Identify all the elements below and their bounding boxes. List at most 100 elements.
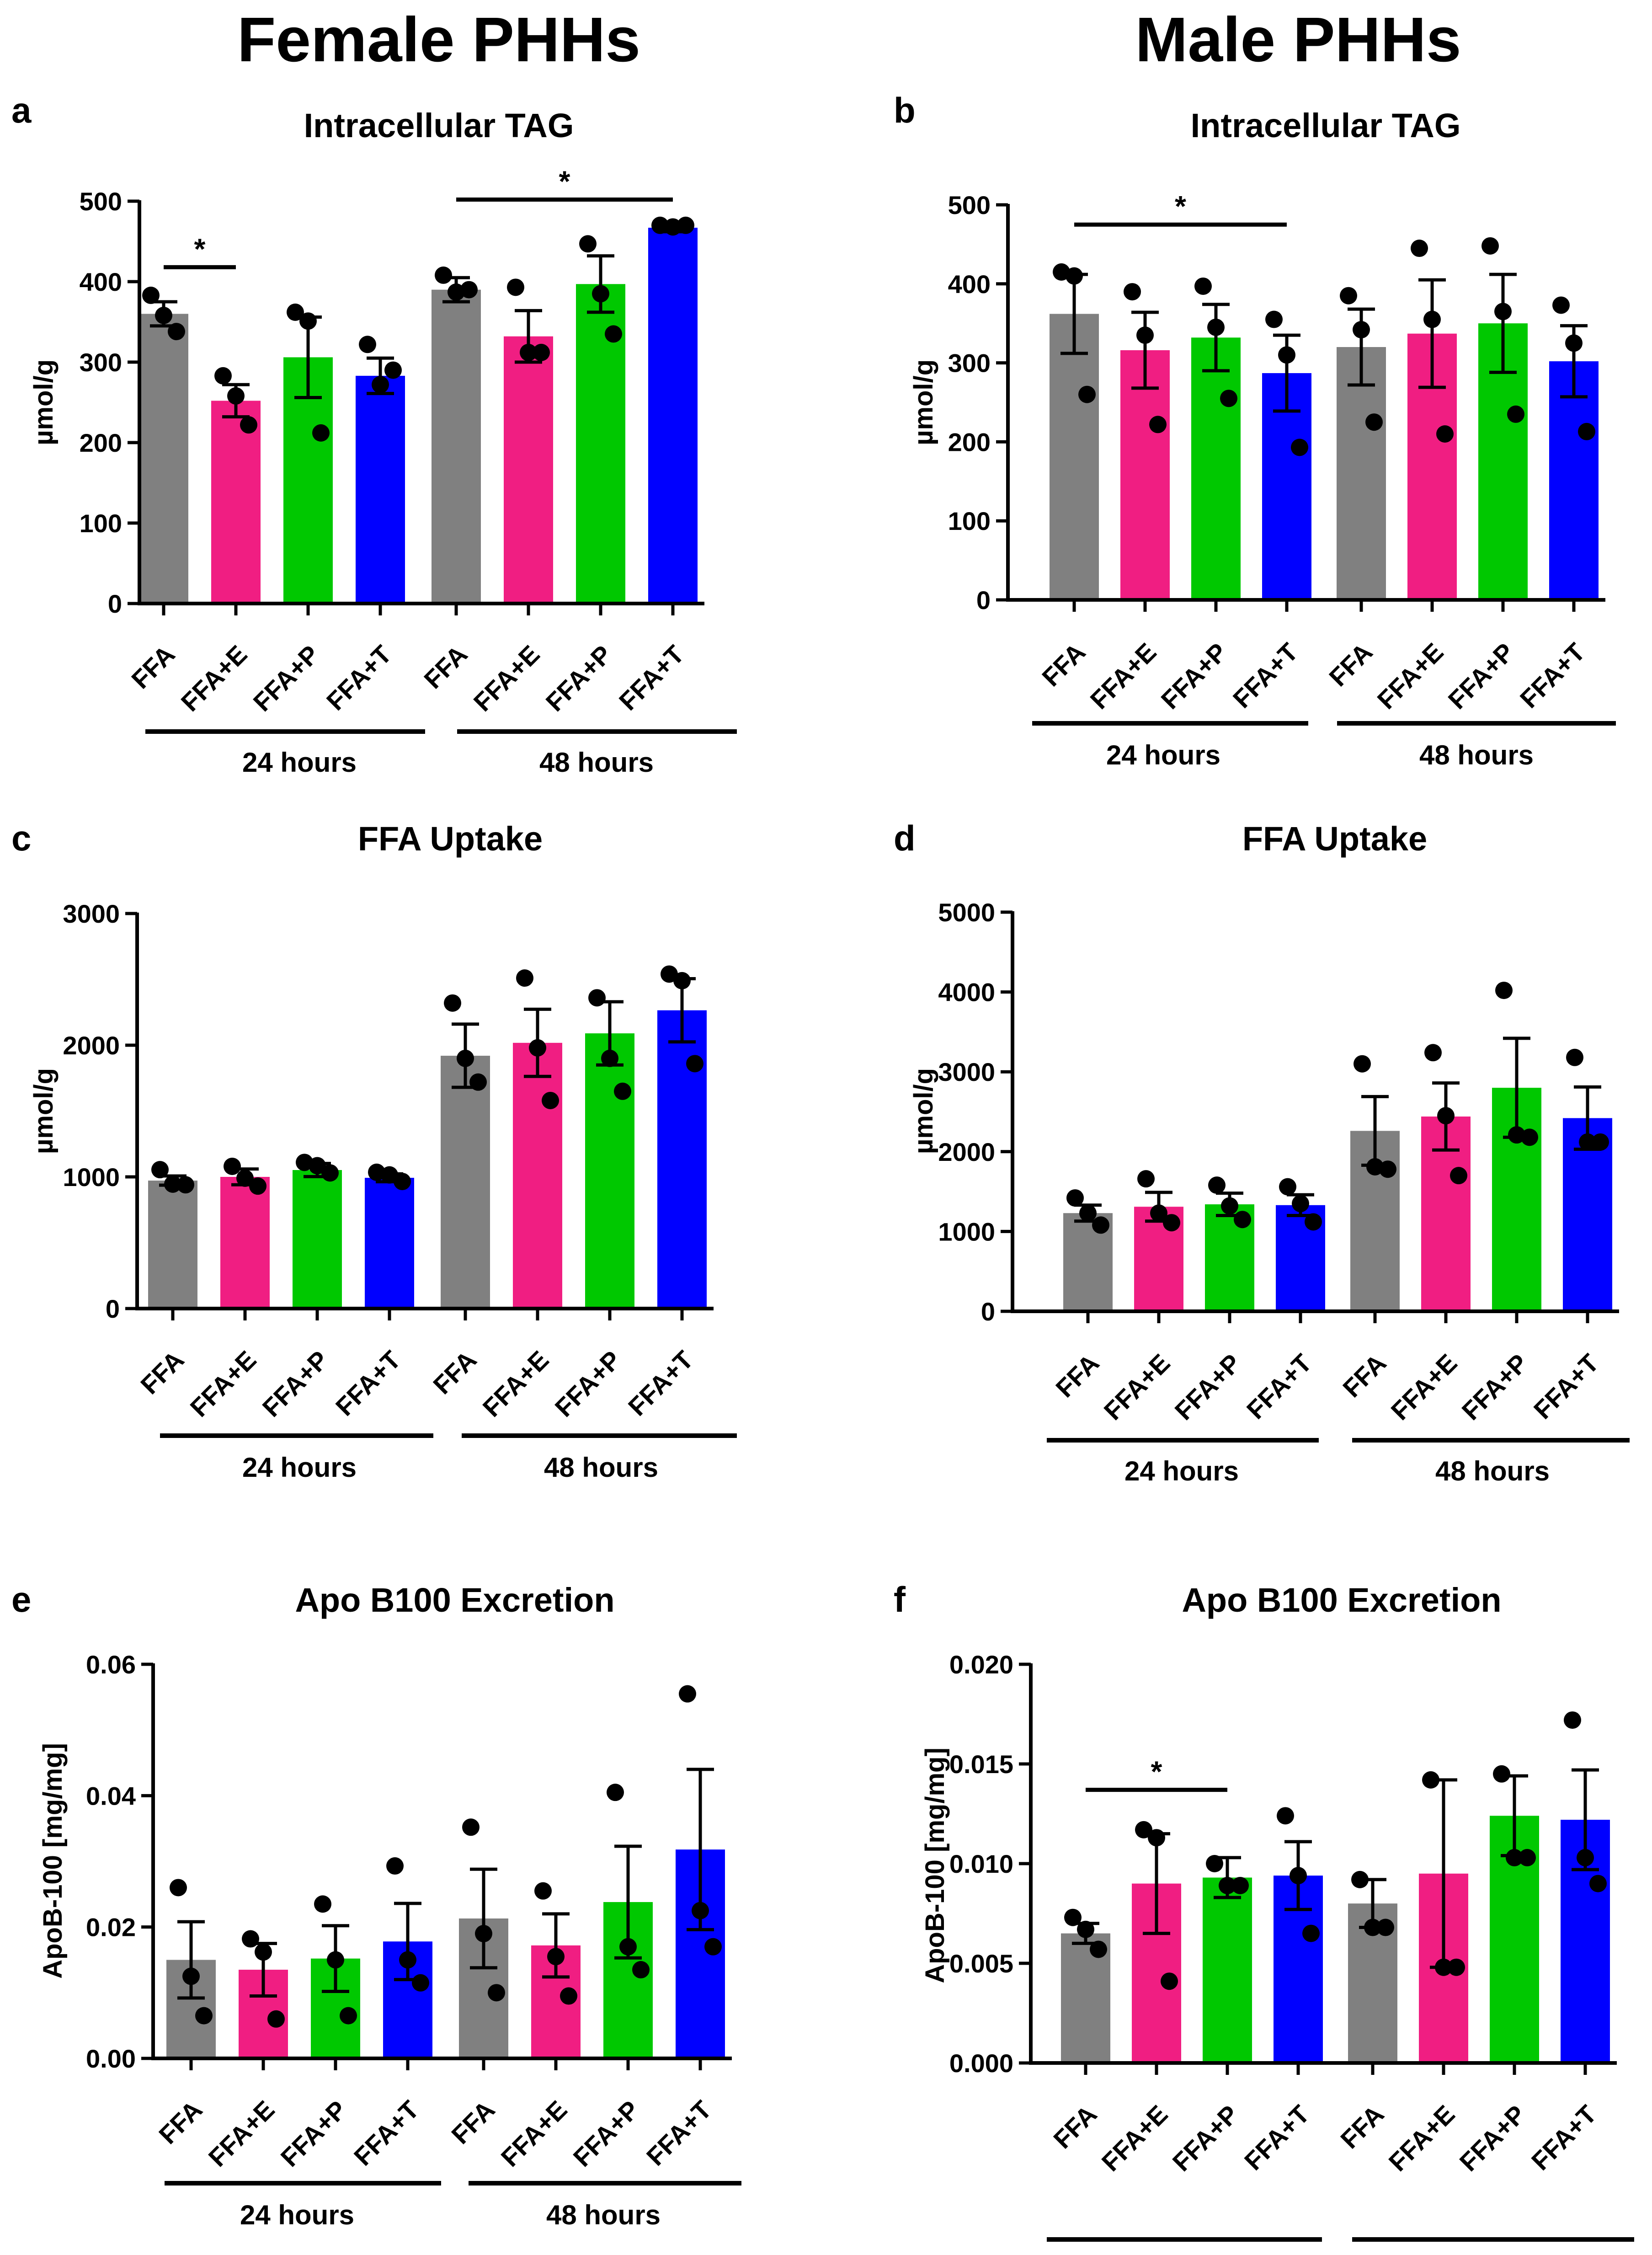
data-point bbox=[1194, 277, 1212, 295]
bar bbox=[356, 375, 405, 604]
data-point bbox=[359, 336, 376, 353]
data-point bbox=[1519, 1849, 1536, 1866]
y-tick-label: 0.00 bbox=[86, 2044, 136, 2073]
data-point bbox=[661, 965, 678, 983]
data-point bbox=[1078, 385, 1096, 403]
data-point bbox=[1424, 1044, 1442, 1062]
data-point bbox=[1592, 1133, 1609, 1151]
x-tick-label: FFA bbox=[446, 2095, 500, 2149]
data-point bbox=[384, 361, 402, 379]
y-tick-label: 1000 bbox=[63, 1163, 120, 1192]
x-tick-label: FFA bbox=[153, 2095, 208, 2149]
data-point bbox=[547, 1948, 565, 1966]
y-tick-label: 0 bbox=[981, 1297, 995, 1326]
data-point bbox=[1305, 1213, 1322, 1231]
x-tick-label: FFA+E bbox=[1098, 1348, 1176, 1426]
bar bbox=[211, 401, 261, 604]
x-tick-label: FFA+P bbox=[1156, 637, 1233, 715]
bar bbox=[139, 314, 188, 604]
data-point bbox=[1064, 1908, 1082, 1926]
y-axis-label: µmol/g bbox=[909, 1068, 938, 1154]
data-point bbox=[1340, 287, 1357, 305]
y-tick-label: 0.02 bbox=[86, 1913, 136, 1942]
data-point bbox=[1578, 422, 1595, 440]
x-tick-label: FFA+T bbox=[1239, 2100, 1315, 2176]
data-point bbox=[1411, 240, 1428, 257]
y-tick-label: 0.04 bbox=[86, 1781, 136, 1810]
x-tick-label: FFA bbox=[1335, 2100, 1389, 2154]
bar bbox=[504, 336, 553, 604]
bar bbox=[1337, 347, 1386, 600]
significance-star: * bbox=[559, 165, 570, 198]
data-point bbox=[469, 1073, 487, 1091]
group-label: 48 hours bbox=[544, 1452, 658, 1483]
data-point bbox=[1448, 1958, 1465, 1976]
data-point bbox=[142, 286, 160, 304]
data-point bbox=[267, 2010, 285, 2028]
significance-star: * bbox=[1175, 190, 1186, 223]
x-tick-label: FFA+P bbox=[549, 1345, 627, 1422]
data-point bbox=[1302, 1924, 1320, 1942]
data-point bbox=[1124, 283, 1141, 301]
y-tick-label: 2000 bbox=[938, 1138, 995, 1166]
group-label: 48 hours bbox=[1435, 1456, 1550, 1486]
data-point bbox=[182, 1967, 200, 1985]
data-point bbox=[1291, 438, 1308, 456]
panel-f: f Apo B100 Excretion ApoB-100 [mg/mg] 0.000… bbox=[894, 1579, 1634, 2255]
data-point bbox=[516, 969, 533, 987]
data-point bbox=[673, 972, 691, 989]
data-point bbox=[520, 343, 537, 361]
data-point bbox=[314, 1895, 331, 1913]
data-point bbox=[1506, 1849, 1523, 1866]
data-point bbox=[607, 1784, 624, 1801]
x-tick-label: FFA+T bbox=[623, 1345, 699, 1421]
data-point bbox=[475, 1925, 492, 1943]
group-label: 48 hours bbox=[1419, 740, 1534, 770]
x-tick-label: FFA+E bbox=[468, 640, 545, 717]
data-point bbox=[579, 235, 597, 253]
male-header: Male PHHs bbox=[1135, 5, 1461, 75]
x-tick-label: FFA+P bbox=[257, 1345, 334, 1422]
data-point bbox=[1278, 346, 1295, 364]
bar bbox=[441, 1056, 490, 1309]
data-point bbox=[488, 1984, 505, 2002]
chart-title: Apo B100 Excretion bbox=[1182, 1581, 1501, 1619]
x-tick-label: FFA+T bbox=[1227, 637, 1304, 714]
data-point bbox=[151, 1161, 169, 1179]
data-point bbox=[664, 218, 682, 236]
significance-star: * bbox=[1151, 1755, 1162, 1788]
data-point bbox=[1208, 1176, 1226, 1194]
data-point bbox=[651, 216, 669, 234]
data-point bbox=[168, 323, 185, 341]
bar bbox=[365, 1178, 414, 1309]
x-tick-label: FFA bbox=[427, 1345, 482, 1400]
data-point bbox=[1435, 1958, 1452, 1976]
data-point bbox=[327, 1951, 344, 1969]
data-point bbox=[381, 1166, 398, 1184]
data-point bbox=[195, 2007, 213, 2025]
y-tick-label: 300 bbox=[80, 348, 122, 377]
bar bbox=[657, 1010, 707, 1309]
bar bbox=[1549, 361, 1599, 600]
data-point bbox=[534, 1882, 552, 1900]
data-point bbox=[412, 1974, 429, 1992]
chart-title: FFA Uptake bbox=[1242, 820, 1427, 858]
bar bbox=[148, 1181, 197, 1309]
x-tick-label: FFA+P bbox=[1454, 2100, 1531, 2177]
data-point bbox=[1234, 1211, 1251, 1229]
panel-letter: c bbox=[11, 818, 31, 858]
data-point bbox=[1207, 318, 1225, 336]
data-point bbox=[435, 266, 452, 284]
data-point bbox=[177, 1176, 194, 1194]
data-point bbox=[1277, 1807, 1294, 1825]
group-label: 24 hours bbox=[1124, 1456, 1239, 1486]
x-tick-label: FFA+E bbox=[477, 1345, 554, 1422]
data-point bbox=[340, 2007, 357, 2025]
x-tick-label: FFA+E bbox=[176, 640, 253, 717]
x-tick-label: FFA+P bbox=[1456, 1348, 1534, 1426]
x-tick-label: FFA bbox=[1337, 1348, 1391, 1403]
y-tick-label: 400 bbox=[948, 270, 991, 299]
data-point bbox=[1494, 303, 1512, 321]
panel-letter: f bbox=[894, 1579, 906, 1619]
